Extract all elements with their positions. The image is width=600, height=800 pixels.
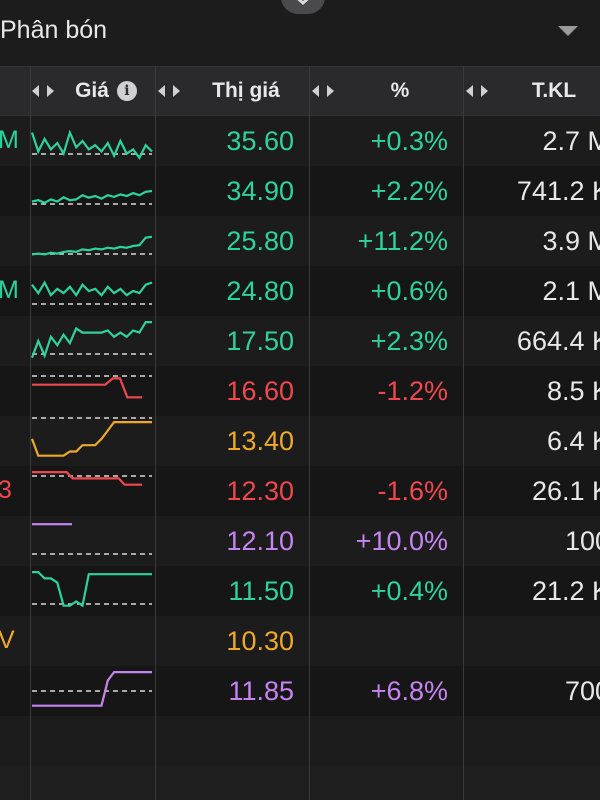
table-row[interactable]: 13.40 6.4 K xyxy=(0,416,600,466)
table-row[interactable]: 11.50 +0.4% 21.2 K xyxy=(0,566,600,616)
change-percent: -1.2% xyxy=(377,376,448,406)
column-divider xyxy=(155,66,156,800)
sparkline-path xyxy=(32,670,152,707)
table-row[interactable]: 3 12.30 -1.6% 26.1 K xyxy=(0,466,600,516)
table-row[interactable]: M 35.60 +0.3% 2.7 M xyxy=(0,116,600,166)
price-value: 10.30 xyxy=(226,626,294,656)
sparkline-path xyxy=(31,235,153,256)
column-header-price-label: Thị giá xyxy=(212,79,280,102)
column-header-change-label: % xyxy=(390,79,410,102)
table-row[interactable]: 17.50 +2.3% 664.4 K xyxy=(0,316,600,366)
table-row[interactable]: 25.80 +11.2% 3.9 M xyxy=(0,216,600,266)
price-sparkline xyxy=(32,375,152,399)
industry-group-title[interactable]: Phân bón xyxy=(0,16,108,44)
column-divider xyxy=(309,66,310,800)
column-header-price[interactable]: Thị giá xyxy=(184,67,308,115)
change-percent: +0.6% xyxy=(370,276,448,306)
change-percent: +0.4% xyxy=(370,576,448,606)
chevron-down-icon[interactable] xyxy=(558,26,578,36)
resize-handle-icon[interactable] xyxy=(310,80,336,102)
price-sparkline xyxy=(30,417,152,457)
price-sparkline xyxy=(32,523,152,555)
column-divider xyxy=(463,66,464,800)
price-sparkline xyxy=(31,235,153,256)
sparkline-path xyxy=(32,470,142,486)
sparkline-path xyxy=(30,129,153,160)
table-row[interactable]: 12.10 +10.0% 100 xyxy=(0,516,600,566)
change-percent: +2.3% xyxy=(370,326,448,356)
column-header-volume[interactable]: T.KL xyxy=(492,67,600,115)
change-percent: +11.2% xyxy=(357,226,448,256)
price-value: 13.40 xyxy=(226,426,294,456)
price-sparkline xyxy=(32,670,152,707)
column-header-change[interactable]: % xyxy=(338,67,462,115)
change-percent: +6.8% xyxy=(370,676,448,706)
table-row[interactable]: 34.90 +2.2% 741.2 K xyxy=(0,166,600,216)
column-header-volume-label: T.KL xyxy=(531,79,577,102)
symbol-label: M xyxy=(0,126,19,154)
resize-handle-icon[interactable] xyxy=(464,80,490,102)
symbol-label: M xyxy=(0,276,19,304)
price-value: 12.30 xyxy=(226,476,294,506)
change-percent: +0.3% xyxy=(370,126,448,156)
sparkline-path xyxy=(30,320,152,359)
table-row[interactable]: 16.60 -1.2% 8.5 K xyxy=(0,366,600,416)
price-sparkline xyxy=(32,570,152,608)
volume-value: 100 xyxy=(564,526,600,556)
resize-handle-icon[interactable] xyxy=(30,80,56,102)
sparkline-path xyxy=(32,570,152,608)
price-sparkline xyxy=(31,280,153,305)
table-row[interactable]: M 24.80 +0.6% 2.1 M xyxy=(0,266,600,316)
volume-value: 26.1 K xyxy=(531,476,600,506)
volume-value: 2.1 M xyxy=(542,276,600,306)
price-value: 24.80 xyxy=(226,276,294,306)
sparkline-path xyxy=(31,189,153,205)
table-header: Giá i Thị giá % T.KL xyxy=(0,66,600,116)
collapse-handle[interactable] xyxy=(281,0,325,14)
change-percent: +2.2% xyxy=(370,176,448,206)
volume-value: 21.2 K xyxy=(531,576,600,606)
change-percent: -1.6% xyxy=(377,476,448,506)
volume-value: 8.5 K xyxy=(546,376,600,406)
table-row[interactable]: 11.85 +6.8% 700 xyxy=(0,666,600,716)
column-header-sparkline[interactable]: Giá i xyxy=(56,67,156,115)
column-divider xyxy=(30,66,31,800)
resize-handle-icon[interactable] xyxy=(156,80,182,102)
price-value: 11.85 xyxy=(228,676,294,706)
price-sparkline xyxy=(30,320,152,359)
price-sparkline xyxy=(30,616,154,666)
sparkline-path xyxy=(31,280,153,298)
price-value: 17.50 xyxy=(226,326,294,356)
price-sparkline xyxy=(30,129,153,160)
volume-value: 3.9 M xyxy=(542,226,600,256)
price-value: 16.60 xyxy=(226,376,294,406)
volume-value: 664.4 K xyxy=(516,326,600,356)
price-value: 34.90 xyxy=(226,176,294,206)
symbol-label: 3 xyxy=(0,476,12,504)
change-percent: +10.0% xyxy=(355,526,448,556)
volume-value: 700 xyxy=(564,676,600,706)
price-value: 35.60 xyxy=(226,126,294,156)
symbol-label: V xyxy=(0,626,15,654)
price-sparkline xyxy=(31,189,153,205)
price-value: 12.10 xyxy=(226,526,294,556)
sparkline-path xyxy=(32,377,142,399)
info-icon[interactable]: i xyxy=(116,81,137,101)
price-sparkline xyxy=(32,470,152,486)
volume-value: 741.2 K xyxy=(516,176,600,206)
chevron-down-icon xyxy=(297,0,309,6)
volume-value: 2.7 M xyxy=(542,126,600,156)
price-value: 11.50 xyxy=(228,576,294,606)
volume-value: 6.4 K xyxy=(546,426,600,456)
table-row[interactable]: V 10.30 xyxy=(0,616,600,666)
column-header-sparkline-label: Giá xyxy=(75,79,109,102)
price-value: 25.80 xyxy=(226,226,294,256)
sparkline-path xyxy=(30,420,152,457)
empty-row xyxy=(0,716,600,766)
